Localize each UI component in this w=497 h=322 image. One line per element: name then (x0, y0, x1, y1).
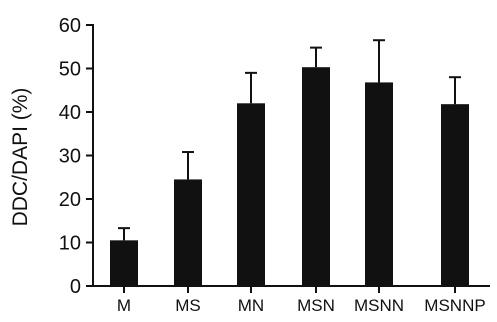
bar (441, 104, 469, 286)
y-tick-label: 20 (59, 189, 81, 211)
y-tick-label: 40 (59, 102, 81, 124)
y-ticks: 0 10 20 30 40 50 60 (59, 15, 93, 298)
bar (110, 240, 138, 286)
y-axis-label: DDC/DAPI (%) (9, 88, 32, 227)
y-tick-label: 50 (59, 59, 81, 81)
bar (237, 103, 265, 286)
x-tick-label: MS (175, 296, 201, 315)
x-ticks: M MS MN MSN MSNN MSNNP (117, 286, 486, 315)
bar (302, 67, 330, 286)
x-tick-label: MSNNP (424, 296, 485, 315)
x-tick-label: MSN (297, 296, 335, 315)
bar (174, 179, 202, 286)
bar (365, 82, 393, 286)
x-tick-label: MSNN (354, 296, 404, 315)
axes (92, 24, 490, 287)
y-tick-label: 0 (70, 276, 81, 298)
x-tick-label: M (117, 296, 131, 315)
x-tick-label: MN (238, 296, 264, 315)
y-tick-label: 10 (59, 233, 81, 255)
bars-group (110, 39, 469, 286)
y-tick-label: 60 (59, 15, 81, 37)
y-tick-label: 30 (59, 146, 81, 168)
